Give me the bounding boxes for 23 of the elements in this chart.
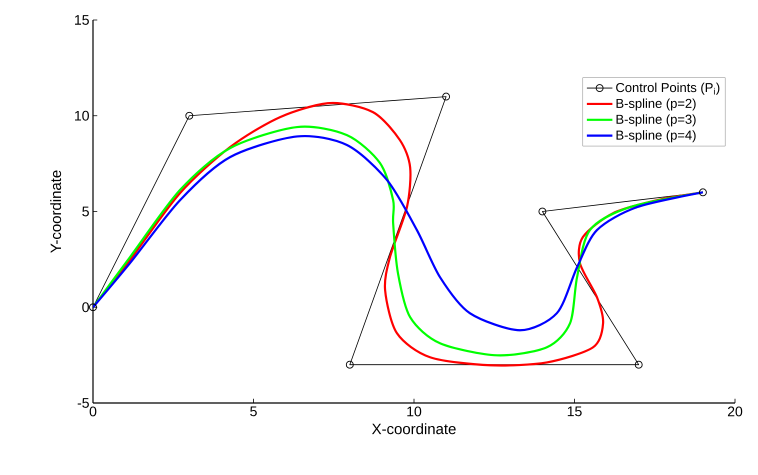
legend-label: B-spline (p=2): [616, 98, 696, 111]
x-axis-title: X-coordinate: [372, 423, 456, 434]
point: [634, 360, 643, 369]
y-tick-label: 0: [82, 302, 89, 312]
point: [89, 303, 97, 312]
legend-label: B-spline (p=3): [616, 114, 696, 126]
point: [442, 92, 450, 101]
legend-label: B-spline (p=4): [616, 130, 696, 142]
x-tick-label: 20: [728, 406, 742, 416]
y-tick-label: 15: [75, 15, 89, 25]
x-tick-label: 15: [568, 406, 582, 416]
x-tick-label: 0: [90, 406, 96, 416]
x-tick-label: 5: [250, 406, 257, 416]
y-tick-label: 5: [82, 206, 89, 216]
legend-label: Control Points (P$_{i}$): [616, 82, 720, 95]
point: [346, 360, 354, 369]
x-tick-label: 10: [407, 406, 422, 416]
y-tick-label: 10: [75, 110, 89, 121]
y-axis-title: Y-coordinate: [50, 170, 62, 253]
point: [698, 188, 707, 196]
point: [185, 112, 194, 120]
point: [538, 208, 546, 216]
y-tick-label: -5: [78, 398, 89, 408]
